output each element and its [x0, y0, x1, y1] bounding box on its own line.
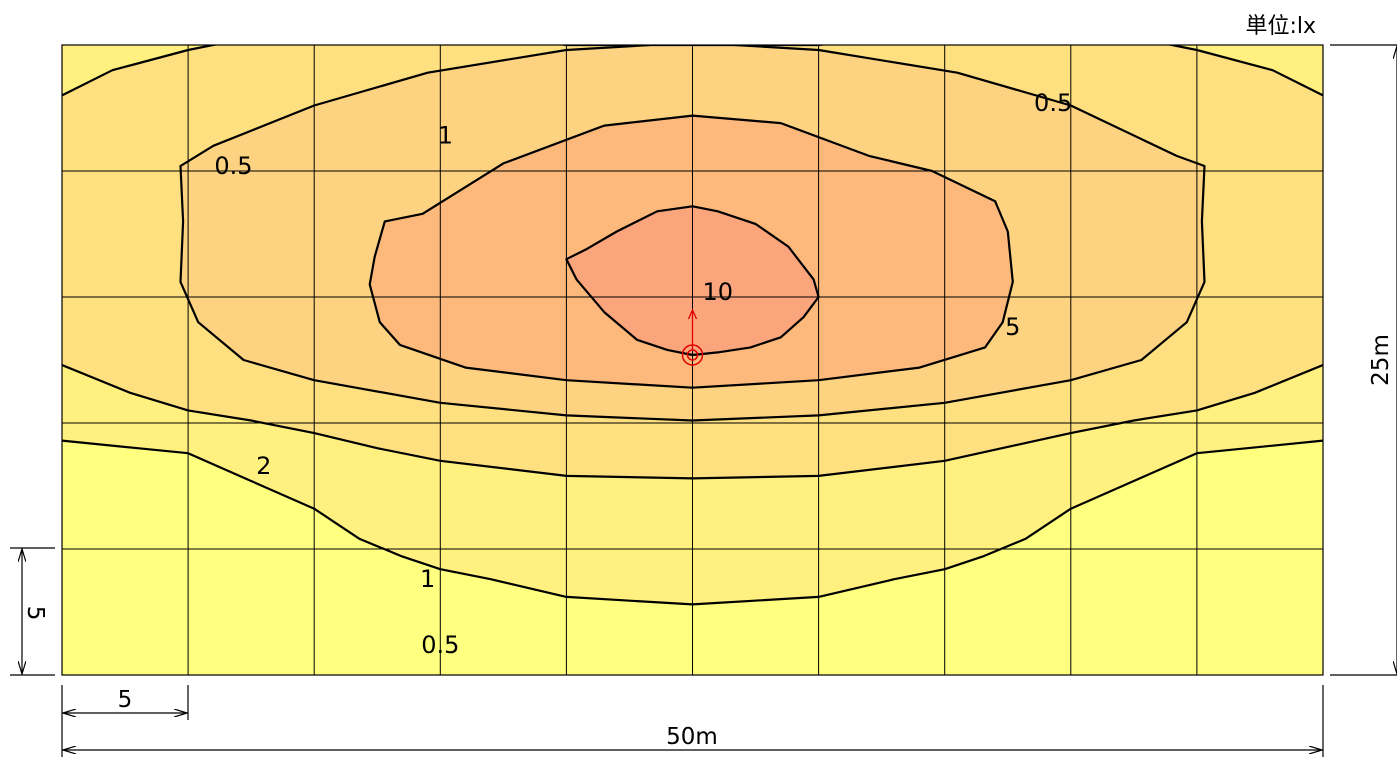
luminaire-marker [681, 308, 704, 366]
contour-label: 0.5 [421, 631, 459, 659]
contour-line-10 [565, 205, 820, 357]
luminaire-aim-arrowhead [687, 308, 698, 320]
height-dimension-label: 25m [1368, 334, 1394, 386]
contour-label: 2 [256, 452, 271, 480]
grid-x-dimension-label: 5 [118, 687, 133, 713]
unit-label: 単位:lx [1245, 14, 1316, 39]
contour-label: 10 [702, 278, 733, 306]
contour-label: 1 [438, 122, 453, 150]
contour-label: 0.5 [214, 152, 252, 180]
contour-line-1 [62, 363, 1323, 480]
contour-labels: 0.5 1 2 5 10 0.5 1 0.5 [214, 89, 1072, 659]
contour-label: 5 [1005, 313, 1020, 341]
grid-y-dimension-label: 5 [22, 606, 48, 621]
contour-line-0-5 [62, 439, 1323, 606]
contour-line-0-5 [557, 45, 828, 47]
contour-label: 0.5 [1034, 89, 1072, 117]
width-dimension-label: 50m [666, 724, 718, 750]
area-border [61, 44, 1324, 676]
contour-line-5 [368, 114, 1014, 389]
contour-lines [62, 45, 1323, 606]
contour-line-2 [179, 45, 1206, 422]
contour-label: 1 [420, 565, 435, 593]
